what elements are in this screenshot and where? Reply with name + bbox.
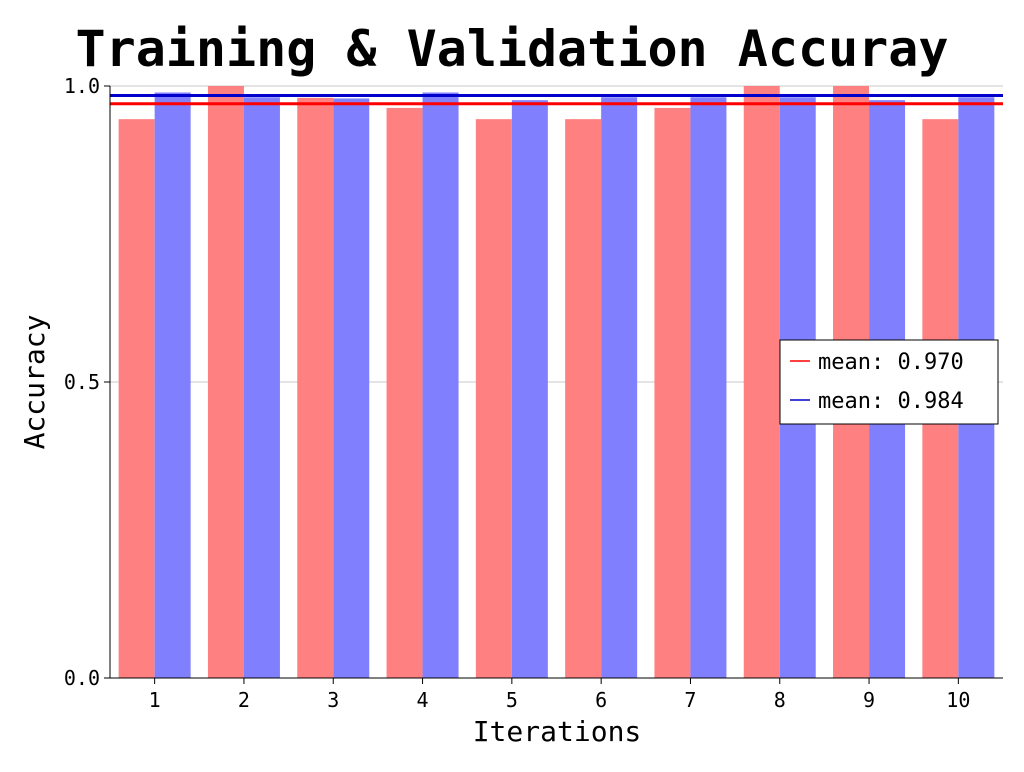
bar-series-1-iteration-4 <box>386 107 423 679</box>
bar-series-1-iteration-2 <box>207 86 244 678</box>
x-tick-label: 8 <box>774 688 786 712</box>
x-tick-label: 3 <box>327 688 339 712</box>
bar-series-1-iteration-3 <box>297 97 334 679</box>
chart-title: Training & Validation Accuray <box>76 20 949 78</box>
x-tick-label: 10 <box>946 688 970 712</box>
y-axis-label: Accuracy <box>18 315 51 450</box>
x-tick-label: 1 <box>149 688 161 712</box>
bars-layer <box>118 86 995 679</box>
y-tick-label: 0.0 <box>64 666 100 690</box>
bar-series-2-iteration-5 <box>511 100 548 678</box>
bar-series-2-iteration-3 <box>333 98 370 678</box>
x-tick-label: 2 <box>238 688 250 712</box>
bar-series-1-iteration-5 <box>475 119 512 679</box>
ticks-layer: 0.0 0.5 1.0 1 2 3 4 5 6 7 8 9 10 <box>64 74 971 712</box>
legend-box <box>779 339 999 425</box>
legend: mean: 0.970 mean: 0.984 <box>779 339 999 425</box>
legend-entry-mean-2: mean: 0.984 <box>818 389 964 414</box>
bar-series-2-iteration-4 <box>422 92 459 678</box>
x-tick-label: 9 <box>863 688 875 712</box>
bar-series-1-iteration-8 <box>743 86 780 678</box>
bar-series-2-iteration-6 <box>601 97 638 679</box>
x-tick-label: 5 <box>506 688 518 712</box>
y-tick-label: 0.5 <box>64 370 100 394</box>
bar-series-2-iteration-2 <box>243 97 280 679</box>
x-tick-label: 6 <box>595 688 607 712</box>
bar-series-2-iteration-7 <box>690 97 727 679</box>
bar-series-1-iteration-1 <box>118 119 155 679</box>
bar-series-1-iteration-6 <box>565 119 602 679</box>
bar-series-2-iteration-1 <box>154 92 191 678</box>
y-tick-label: 1.0 <box>64 74 100 98</box>
bar-series-1-iteration-7 <box>654 107 691 679</box>
x-tick-label: 7 <box>684 688 696 712</box>
x-tick-label: 4 <box>417 688 429 712</box>
legend-entry-mean-1: mean: 0.970 <box>818 350 964 375</box>
mean-lines-layer <box>110 93 1003 106</box>
x-axis-label: Iterations <box>473 715 642 748</box>
